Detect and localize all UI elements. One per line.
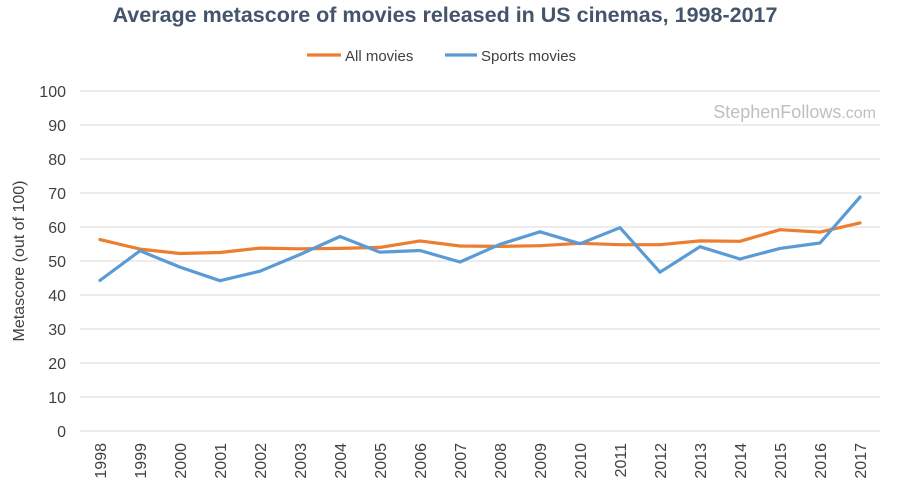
y-tick-label: 20 xyxy=(48,356,66,373)
x-tick-label: 2003 xyxy=(293,443,310,479)
y-tick-label: 100 xyxy=(39,84,66,101)
x-tick-label: 2001 xyxy=(213,443,230,479)
y-tick-label: 80 xyxy=(48,152,66,169)
data-point xyxy=(578,242,582,246)
x-tick-label: 2017 xyxy=(853,443,870,479)
watermark-main: StephenFollows xyxy=(713,102,841,122)
data-point xyxy=(218,251,222,254)
x-tick-label: 2015 xyxy=(773,443,790,479)
data-point xyxy=(98,238,102,242)
series-line-sports-movies xyxy=(98,195,862,283)
legend-label: Sports movies xyxy=(481,48,576,65)
y-axis-ticks: 0 10 20 30 40 50 60 70 80 90 100 xyxy=(39,84,66,441)
data-point xyxy=(778,228,782,232)
data-point xyxy=(818,241,822,245)
data-point xyxy=(538,230,542,234)
data-point xyxy=(298,247,302,251)
data-point xyxy=(178,265,182,269)
legend: All movies Sports movies xyxy=(307,48,576,65)
series-lines xyxy=(98,195,862,283)
y-axis-label: Metascore (out of 100) xyxy=(11,181,28,342)
y-tick-label: 70 xyxy=(48,186,66,203)
data-point xyxy=(698,239,702,243)
data-point xyxy=(618,226,622,230)
data-point xyxy=(818,230,822,234)
data-point xyxy=(458,244,462,248)
x-tick-label: 2014 xyxy=(733,443,750,479)
y-tick-label: 0 xyxy=(57,424,66,441)
data-point xyxy=(698,245,702,249)
data-point xyxy=(858,221,862,225)
y-tick-label: 30 xyxy=(48,322,66,339)
data-point xyxy=(258,269,262,273)
legend-item-sports-movies: Sports movies xyxy=(445,48,576,65)
data-point xyxy=(778,246,782,250)
data-point xyxy=(378,250,382,254)
data-point xyxy=(298,253,302,257)
x-tick-label: 2012 xyxy=(653,443,670,479)
x-axis-ticks: 1998 1999 2000 2001 2002 2003 2004 2005 2006 2007… xyxy=(93,443,870,479)
data-point xyxy=(338,246,342,250)
x-tick-label: 2009 xyxy=(533,443,550,479)
y-tick-label: 10 xyxy=(48,390,66,407)
x-tick-label: 2007 xyxy=(453,443,470,479)
x-tick-label: 2016 xyxy=(813,443,830,479)
data-point xyxy=(378,245,382,249)
x-tick-label: 2000 xyxy=(173,443,190,479)
data-point xyxy=(498,242,502,246)
data-point xyxy=(138,249,142,253)
legend-label: All movies xyxy=(345,48,413,65)
y-tick-label: 90 xyxy=(48,118,66,135)
data-point xyxy=(738,239,742,243)
data-point xyxy=(658,243,662,247)
data-point xyxy=(658,270,662,274)
data-point xyxy=(738,257,742,261)
data-point xyxy=(338,235,342,239)
x-tick-label: 1998 xyxy=(93,443,110,479)
y-tick-label: 40 xyxy=(48,288,66,305)
x-tick-label: 2005 xyxy=(373,443,390,479)
data-point xyxy=(178,252,182,256)
data-point xyxy=(98,278,102,282)
data-point xyxy=(458,260,462,264)
series-line-all-movies xyxy=(98,221,862,256)
data-point xyxy=(618,243,622,247)
x-tick-label: 2011 xyxy=(613,443,630,478)
data-point xyxy=(418,239,422,243)
x-tick-label: 2008 xyxy=(493,443,510,479)
legend-item-all-movies: All movies xyxy=(307,48,413,65)
x-tick-label: 2002 xyxy=(253,443,270,479)
x-tick-label: 2004 xyxy=(333,443,350,479)
data-point xyxy=(258,246,262,250)
watermark-suffix: .com xyxy=(841,105,876,122)
y-tick-label: 60 xyxy=(48,220,66,237)
data-point xyxy=(538,244,542,248)
chart-title: Average metascore of movies released in … xyxy=(112,3,778,27)
gridlines xyxy=(80,90,880,432)
x-tick-label: 2006 xyxy=(413,443,430,479)
x-tick-label: 2013 xyxy=(693,443,710,479)
data-point xyxy=(418,248,422,252)
y-tick-label: 50 xyxy=(48,254,66,271)
data-point xyxy=(858,195,862,199)
watermark: StephenFollows.com xyxy=(713,102,876,122)
data-point xyxy=(218,279,222,283)
x-tick-label: 1999 xyxy=(133,443,150,479)
x-tick-label: 2010 xyxy=(573,443,590,479)
